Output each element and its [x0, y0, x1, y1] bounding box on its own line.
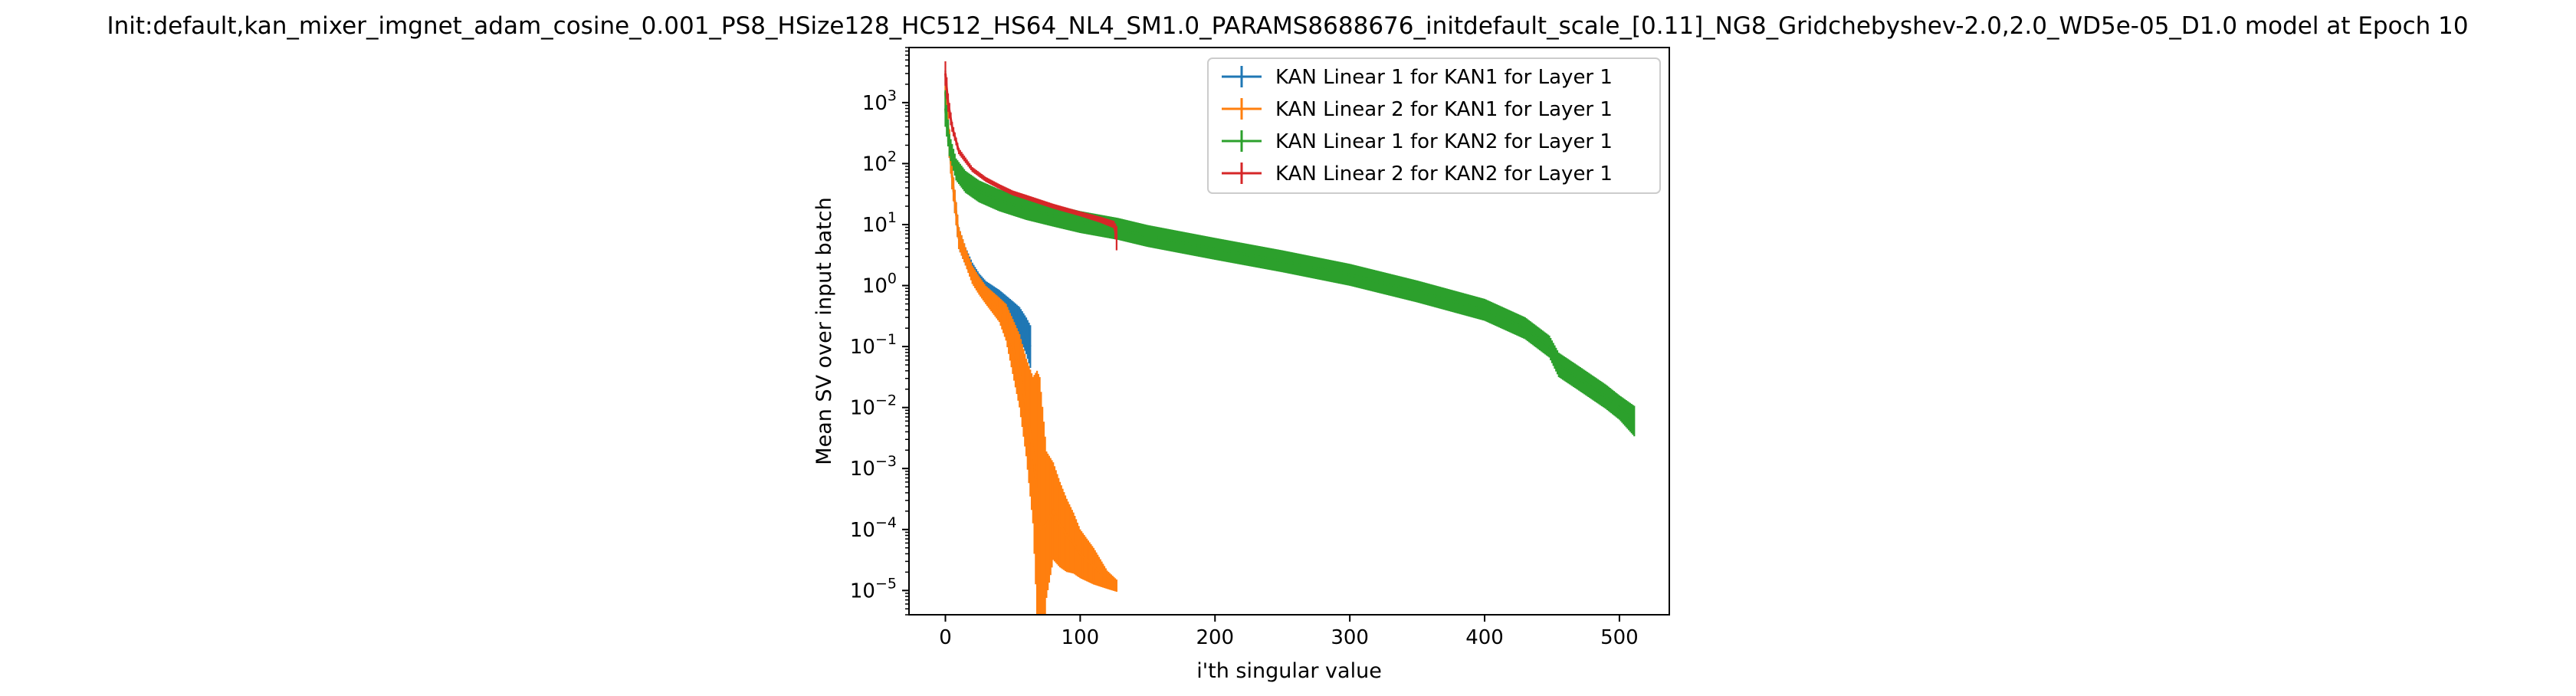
y-tick-base: 10	[850, 458, 875, 481]
y-tick-exponent: 1	[888, 209, 897, 226]
y-tick-exponent: −3	[875, 453, 897, 470]
y-tick-label: 102	[862, 148, 897, 176]
y-tick-label: 101	[862, 209, 897, 237]
legend: KAN Linear 1 for KAN1 for Layer 1 KAN Lin…	[1207, 57, 1661, 194]
legend-entry: KAN Linear 2 for KAN1 for Layer 1	[1222, 98, 1613, 121]
y-tick-exponent: 2	[888, 148, 897, 165]
y-tick-base: 10	[850, 579, 875, 602]
y-tick-exponent: 3	[888, 87, 897, 104]
y-tick-label: 10−3	[850, 453, 897, 481]
x-axis-ticks: 0 100 200 300 400 500	[939, 615, 1639, 649]
y-tick-label: 100	[862, 271, 897, 298]
y-tick-label: 10−4	[850, 514, 897, 542]
y-tick-exponent: −4	[875, 514, 897, 531]
plot-frame	[908, 47, 1670, 616]
y-tick-base: 10	[850, 519, 875, 542]
y-tick-base: 10	[862, 214, 888, 237]
series-layer	[944, 61, 1636, 615]
y-tick-label: 103	[862, 87, 897, 115]
y-tick-exponent: −2	[875, 392, 897, 409]
legend-label: KAN Linear 1 for KAN1 for Layer 1	[1275, 66, 1613, 89]
y-tick-exponent: −5	[875, 575, 897, 592]
y-tick-base: 10	[850, 336, 875, 359]
legend-label: KAN Linear 2 for KAN1 for Layer 1	[1275, 98, 1613, 121]
x-axis-label: i'th singular value	[1196, 659, 1382, 683]
y-tick-base: 10	[862, 153, 888, 176]
y-tick-label: 10−2	[850, 392, 897, 420]
y-tick-label: 10−1	[850, 331, 897, 359]
y-axis-label: Mean SV over input batch	[812, 197, 836, 465]
chart-title: Init:default,kan_mixer_imgnet_adam_cosin…	[107, 12, 2468, 40]
series-2	[944, 70, 1117, 615]
y-tick-base: 10	[850, 397, 875, 420]
series-line	[944, 73, 1118, 238]
x-tick-label: 500	[1600, 626, 1639, 649]
x-tick-label: 400	[1465, 626, 1504, 649]
y-tick-exponent: 0	[888, 271, 897, 287]
legend-label: KAN Linear 2 for KAN2 for Layer 1	[1275, 163, 1613, 185]
legend-entry: KAN Linear 2 for KAN2 for Layer 1	[1222, 163, 1613, 185]
y-tick-base: 10	[862, 275, 888, 298]
series-line	[944, 108, 1636, 422]
x-tick-label: 0	[939, 626, 952, 649]
legend-entry: KAN Linear 1 for KAN2 for Layer 1	[1222, 130, 1613, 153]
y-tick-label: 10−5	[850, 575, 897, 602]
y-tick-base: 10	[862, 92, 888, 115]
legend-label: KAN Linear 1 for KAN2 for Layer 1	[1275, 130, 1613, 153]
y-tick-exponent: −1	[875, 331, 897, 348]
legend-box	[1207, 57, 1661, 194]
series-4	[944, 61, 1118, 251]
x-tick-label: 300	[1331, 626, 1369, 649]
legend-entries: KAN Linear 1 for KAN1 for Layer 1 KAN Lin…	[1222, 66, 1613, 185]
x-tick-label: 100	[1062, 626, 1100, 649]
x-tick-label: 200	[1196, 626, 1234, 649]
series-line	[944, 91, 1117, 587]
legend-entry: KAN Linear 1 for KAN1 for Layer 1	[1222, 66, 1613, 89]
